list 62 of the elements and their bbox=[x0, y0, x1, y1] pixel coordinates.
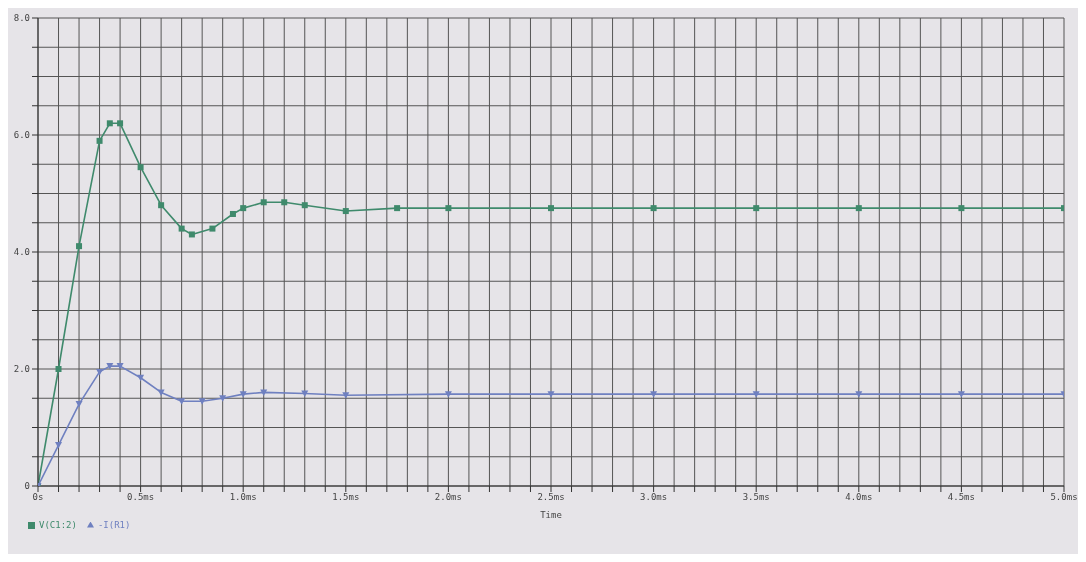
x-tick-label: 1.5ms bbox=[332, 492, 360, 503]
point bbox=[957, 391, 965, 398]
point bbox=[75, 401, 83, 408]
point bbox=[178, 225, 185, 232]
x-tick-label: 2.5ms bbox=[537, 492, 565, 503]
point bbox=[753, 205, 760, 212]
point bbox=[106, 120, 113, 127]
x-tick-label: 4.0ms bbox=[845, 492, 873, 503]
point bbox=[240, 205, 247, 212]
point bbox=[260, 199, 267, 206]
point bbox=[55, 366, 62, 372]
x-tick-label: 2.0ms bbox=[434, 492, 462, 503]
point bbox=[342, 392, 350, 399]
point bbox=[137, 374, 145, 382]
point bbox=[188, 231, 195, 238]
point bbox=[157, 389, 165, 396]
x-tick-label: 3.5ms bbox=[742, 492, 770, 503]
x-tick-label: 0s bbox=[32, 492, 44, 503]
legend-label: V(C1:2) bbox=[39, 520, 77, 530]
point bbox=[76, 243, 83, 250]
y-tick-label: 0 bbox=[24, 481, 30, 492]
point bbox=[96, 368, 104, 376]
point bbox=[444, 391, 452, 398]
point bbox=[342, 208, 349, 215]
point bbox=[55, 442, 63, 449]
point bbox=[958, 205, 965, 212]
point bbox=[650, 205, 657, 212]
y-tick-label: 4.0 bbox=[13, 247, 30, 258]
point bbox=[219, 395, 227, 402]
x-tick-label: 4.5ms bbox=[947, 492, 975, 503]
point bbox=[116, 363, 124, 370]
point bbox=[229, 210, 236, 217]
point bbox=[209, 225, 216, 232]
x-axis-title: Time bbox=[540, 510, 562, 521]
y-tick-label: 2.0 bbox=[13, 364, 30, 375]
x-tick-label: 0.5ms bbox=[127, 492, 155, 503]
y-tick-label: 8.0 bbox=[13, 13, 30, 24]
point bbox=[137, 164, 144, 171]
point bbox=[117, 120, 124, 127]
x-tick-label: 5.0ms bbox=[1050, 492, 1078, 503]
point bbox=[650, 391, 658, 398]
point bbox=[281, 199, 288, 206]
x-tick-label: 1.0ms bbox=[229, 492, 257, 503]
point bbox=[106, 363, 114, 370]
point bbox=[547, 391, 555, 398]
point bbox=[198, 398, 206, 405]
point bbox=[301, 202, 308, 209]
point bbox=[301, 390, 309, 398]
point bbox=[394, 205, 401, 212]
point bbox=[445, 205, 452, 212]
point bbox=[855, 391, 863, 398]
x-tick-label: 3.0ms bbox=[640, 492, 668, 503]
point bbox=[548, 205, 554, 212]
point bbox=[178, 398, 186, 405]
point bbox=[855, 205, 862, 212]
point bbox=[260, 389, 268, 396]
point bbox=[96, 137, 103, 144]
y-tick-label: 6.0 bbox=[13, 130, 30, 141]
point bbox=[239, 391, 247, 398]
point bbox=[158, 202, 165, 209]
point bbox=[752, 391, 760, 398]
legend-label: -I(R1) bbox=[97, 520, 131, 530]
